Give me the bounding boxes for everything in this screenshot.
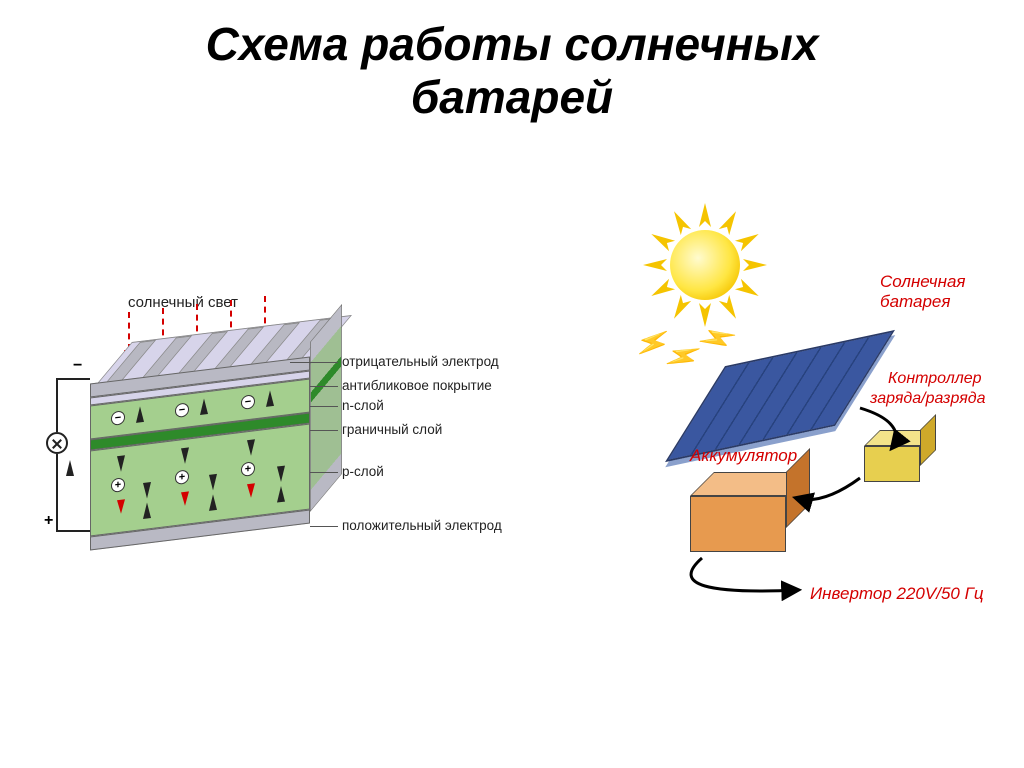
- leader-line: [310, 526, 338, 527]
- lbl-neg-electrode: отрицательный электрод: [342, 354, 499, 369]
- cell-side-face: [310, 304, 342, 512]
- drift-arrow-up: [266, 390, 274, 407]
- sunlight-label: солнечный свет: [128, 294, 238, 311]
- terminal-plus: +: [44, 512, 53, 530]
- drift-arrow-down: [247, 439, 255, 456]
- charge-plus: +: [175, 469, 189, 485]
- leader-line: [290, 362, 338, 363]
- lbl-pos-electrode: положительный электрод: [342, 518, 502, 533]
- charge-plus: +: [241, 461, 255, 477]
- current-arrow: [66, 460, 74, 476]
- leader-line: [310, 386, 338, 387]
- wire: [56, 454, 58, 530]
- drift-arrow-down-red: [247, 483, 255, 498]
- drift-arrow-down-red: [181, 491, 189, 506]
- drift-arrow-down-red: [117, 499, 125, 514]
- wire: [56, 530, 90, 532]
- cell-front-face: − − − + + +: [90, 356, 310, 550]
- drift-arrow-up: [200, 398, 208, 415]
- leader-line: [310, 406, 338, 407]
- drift-arrow-down: [181, 447, 189, 464]
- leader-line: [310, 472, 338, 473]
- diagram-stage: солнечный свет − − − + +: [0, 0, 1024, 768]
- drift-arrow-up: [143, 502, 151, 519]
- terminal-minus: −: [73, 357, 82, 375]
- flow-arrows: [560, 180, 1020, 620]
- lbl-n-layer: n-слой: [342, 398, 384, 413]
- wire: [58, 378, 90, 380]
- charge-minus: −: [175, 402, 189, 418]
- leader-line: [310, 430, 338, 431]
- drift-arrow-down: [277, 466, 285, 483]
- charge-plus: +: [111, 477, 125, 493]
- charge-minus: −: [241, 394, 255, 410]
- charge-minus: −: [111, 410, 125, 426]
- bulb-icon: [46, 432, 68, 454]
- wire: [56, 378, 58, 432]
- lbl-p-layer: p-слой: [342, 464, 384, 479]
- drift-arrow-up: [209, 494, 217, 511]
- drift-arrow-up: [277, 486, 285, 503]
- drift-arrow-up: [136, 406, 144, 423]
- drift-arrow-down: [143, 482, 151, 499]
- lbl-anti-reflect: антибликовое покрытие: [342, 378, 492, 393]
- lbl-junction: граничный слой: [342, 422, 442, 437]
- drift-arrow-down: [117, 455, 125, 472]
- drift-arrow-down: [209, 474, 217, 491]
